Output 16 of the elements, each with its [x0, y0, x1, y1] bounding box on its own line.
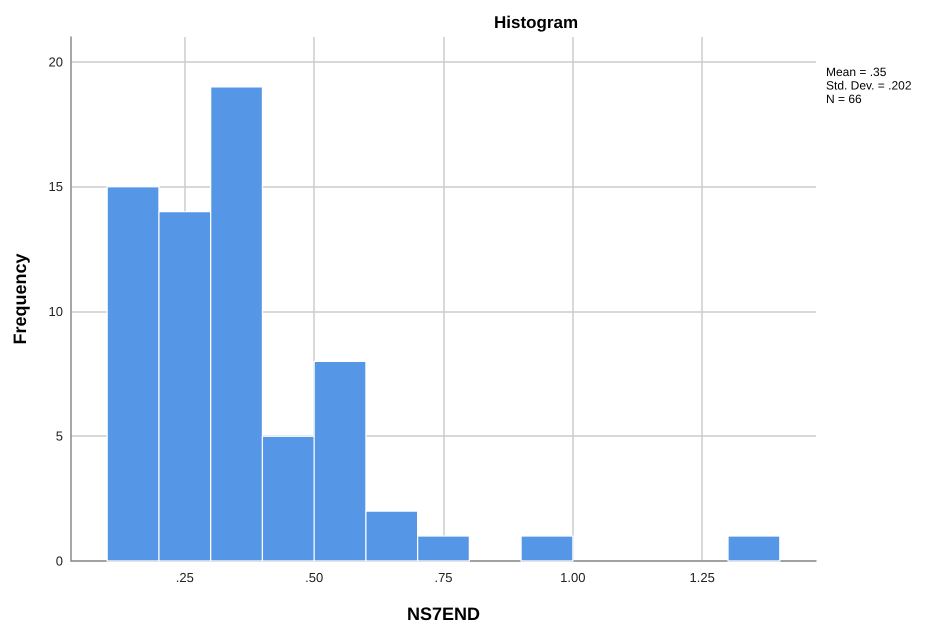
text: N = 66: [826, 92, 862, 106]
text: Std. Dev. = .202: [826, 78, 912, 92]
x-tick-label: .50: [305, 570, 324, 585]
y-tick-label: 5: [56, 428, 63, 444]
y-tick-label: 20: [48, 54, 63, 70]
x-tick-label: .25: [176, 570, 194, 585]
x-tick-label: 1.25: [690, 570, 715, 585]
y-axis-title: Frequency: [10, 253, 30, 345]
x-tick-label: 1.00: [560, 570, 586, 585]
x-axis-title: NS7END: [406, 604, 480, 624]
text: Mean = .35: [826, 65, 887, 79]
y-tick-label: 0: [56, 554, 63, 568]
y-tick-label: 15: [48, 179, 63, 194]
y-tick-label: 10: [48, 304, 63, 319]
x-tick-label: .75: [434, 570, 453, 585]
chart-title: Histogram: [494, 13, 578, 32]
